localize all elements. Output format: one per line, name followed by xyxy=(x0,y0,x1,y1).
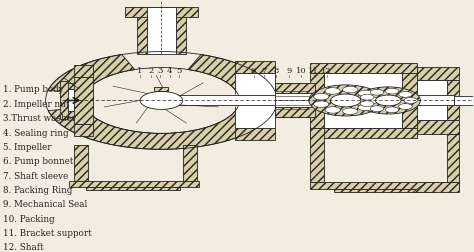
Circle shape xyxy=(385,107,399,113)
Text: 1. Pump body: 1. Pump body xyxy=(3,85,64,94)
Text: 2: 2 xyxy=(148,67,154,75)
Polygon shape xyxy=(175,7,186,54)
Text: 10. Packing: 10. Packing xyxy=(3,215,55,224)
Circle shape xyxy=(404,98,418,103)
Polygon shape xyxy=(188,54,275,95)
Polygon shape xyxy=(74,65,93,77)
Polygon shape xyxy=(275,83,310,89)
Circle shape xyxy=(356,87,420,114)
Polygon shape xyxy=(238,92,277,109)
Text: 3.Thrust washer: 3.Thrust washer xyxy=(3,114,76,123)
Text: 11: 11 xyxy=(308,67,319,75)
Polygon shape xyxy=(275,83,315,93)
Text: 6. Pump bonnet: 6. Pump bonnet xyxy=(3,157,73,166)
Circle shape xyxy=(314,93,329,100)
Circle shape xyxy=(364,97,379,104)
Circle shape xyxy=(360,101,374,107)
Polygon shape xyxy=(147,7,175,54)
Circle shape xyxy=(325,88,340,94)
Circle shape xyxy=(370,89,384,95)
Circle shape xyxy=(385,88,399,94)
Polygon shape xyxy=(235,73,275,128)
Polygon shape xyxy=(182,145,197,181)
Circle shape xyxy=(399,104,412,109)
Text: 4: 4 xyxy=(167,67,173,75)
Polygon shape xyxy=(69,181,199,187)
Circle shape xyxy=(370,106,384,112)
Polygon shape xyxy=(235,60,275,73)
Polygon shape xyxy=(412,182,459,192)
Text: 3: 3 xyxy=(158,67,163,75)
Polygon shape xyxy=(417,120,459,134)
Polygon shape xyxy=(275,107,315,117)
Polygon shape xyxy=(310,73,324,128)
Circle shape xyxy=(360,94,374,100)
Text: 5. Impeller: 5. Impeller xyxy=(3,143,52,152)
Text: 12. Shaft: 12. Shaft xyxy=(3,243,44,252)
Polygon shape xyxy=(447,80,459,120)
Circle shape xyxy=(330,94,361,107)
Text: 7. Shaft sleeve: 7. Shaft sleeve xyxy=(3,172,68,181)
Polygon shape xyxy=(62,83,88,89)
Polygon shape xyxy=(88,70,235,131)
Polygon shape xyxy=(86,187,180,190)
Polygon shape xyxy=(137,7,147,54)
Polygon shape xyxy=(310,182,459,189)
Polygon shape xyxy=(62,89,88,111)
Circle shape xyxy=(86,69,237,132)
Polygon shape xyxy=(235,128,275,140)
Circle shape xyxy=(325,107,340,113)
Circle shape xyxy=(140,91,182,109)
Text: 11. Bracket support: 11. Bracket support xyxy=(3,229,91,238)
Text: 7: 7 xyxy=(262,67,267,75)
Polygon shape xyxy=(334,189,436,192)
Polygon shape xyxy=(152,96,455,105)
Circle shape xyxy=(314,101,329,107)
Polygon shape xyxy=(310,128,417,138)
Polygon shape xyxy=(275,93,315,107)
Polygon shape xyxy=(275,89,310,111)
Polygon shape xyxy=(310,62,417,73)
Text: 6: 6 xyxy=(251,67,256,75)
Text: 8: 8 xyxy=(273,67,278,75)
Polygon shape xyxy=(447,134,459,182)
Polygon shape xyxy=(155,87,168,91)
Polygon shape xyxy=(417,67,459,80)
Circle shape xyxy=(399,91,412,97)
Polygon shape xyxy=(62,111,88,117)
Text: 4. Sealing ring: 4. Sealing ring xyxy=(3,129,69,138)
Circle shape xyxy=(358,90,373,97)
Polygon shape xyxy=(275,111,310,117)
Polygon shape xyxy=(324,73,402,128)
Text: 10: 10 xyxy=(295,67,306,75)
Circle shape xyxy=(358,104,373,111)
Circle shape xyxy=(343,108,358,114)
Polygon shape xyxy=(74,77,93,124)
Polygon shape xyxy=(48,54,135,93)
Text: 5: 5 xyxy=(177,67,182,75)
Text: 9. Mechanical Seal: 9. Mechanical Seal xyxy=(3,200,87,209)
Circle shape xyxy=(375,95,401,106)
Polygon shape xyxy=(60,81,68,119)
Polygon shape xyxy=(402,73,417,128)
Text: 9: 9 xyxy=(286,67,292,75)
Polygon shape xyxy=(125,7,198,17)
Circle shape xyxy=(343,86,358,93)
Polygon shape xyxy=(310,128,324,182)
Text: 8. Packing Ring: 8. Packing Ring xyxy=(3,186,73,195)
Polygon shape xyxy=(455,96,474,105)
Circle shape xyxy=(309,85,383,116)
Text: 12: 12 xyxy=(321,67,332,75)
Polygon shape xyxy=(417,80,447,120)
Polygon shape xyxy=(74,145,88,181)
Text: 1: 1 xyxy=(137,67,143,75)
Polygon shape xyxy=(48,106,275,149)
Polygon shape xyxy=(74,124,93,136)
Text: 2. Impeller nut: 2. Impeller nut xyxy=(3,100,69,109)
